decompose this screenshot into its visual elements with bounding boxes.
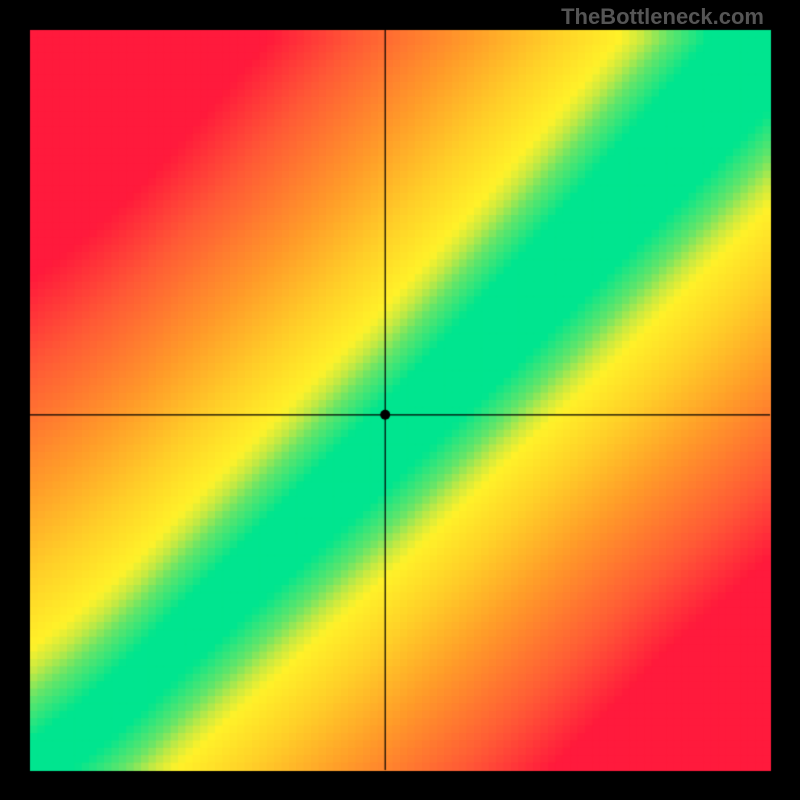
- bottleneck-heatmap: [0, 0, 800, 800]
- watermark-text: TheBottleneck.com: [561, 4, 764, 30]
